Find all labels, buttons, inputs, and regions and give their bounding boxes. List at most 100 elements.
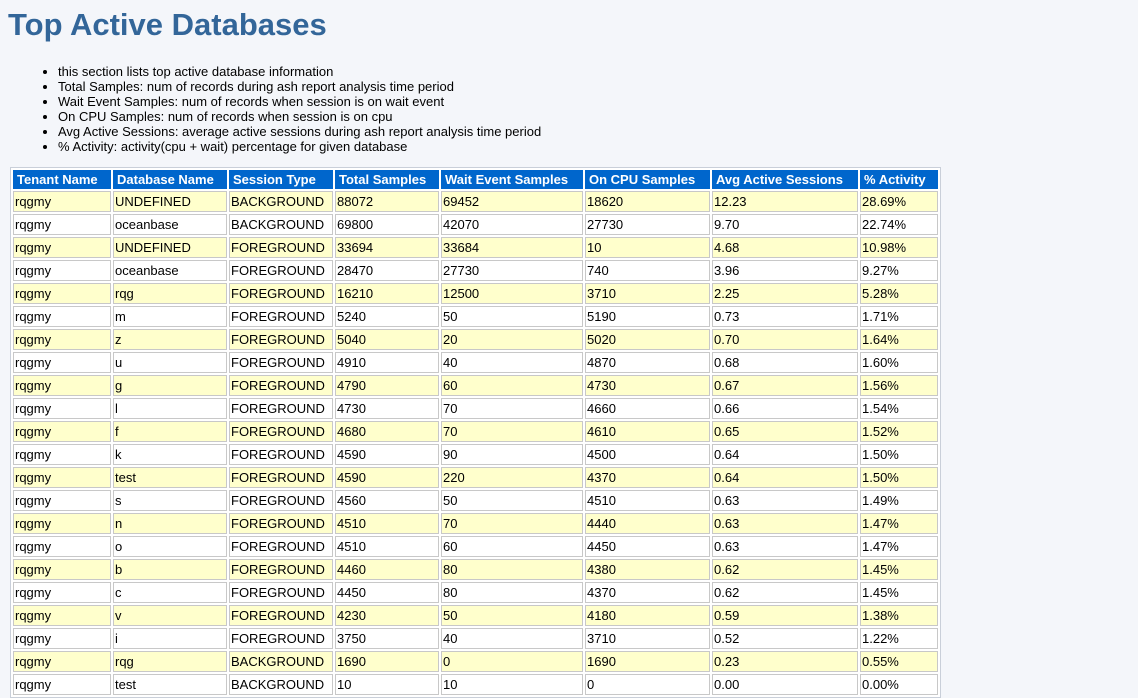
table-row: rqgmy oceanbase FOREGROUND 28470 27730 740 3.9…: [13, 260, 938, 281]
on-cpu-samples-cell: 10: [585, 237, 710, 258]
wait-event-samples-cell: 10: [441, 674, 583, 695]
avg-active-sessions-cell: 0.63: [712, 536, 858, 557]
session-type-cell: FOREGROUND: [229, 628, 333, 649]
wait-event-samples-cell: 42070: [441, 214, 583, 235]
database-name-cell: i: [113, 628, 227, 649]
table-row: rqgmy o FOREGROUND 4510 60 4450 0.63 1.47%: [13, 536, 938, 557]
database-name-cell: test: [113, 467, 227, 488]
table-row: rqgmy s FOREGROUND 4560 50 4510 0.63 1.49%: [13, 490, 938, 511]
avg-active-sessions-cell: 0.64: [712, 444, 858, 465]
tenant-name-cell: rqgmy: [13, 513, 111, 534]
on-cpu-samples-cell: 4870: [585, 352, 710, 373]
activity-percent-cell: 1.47%: [860, 513, 938, 534]
wait-event-samples-cell: 80: [441, 582, 583, 603]
wait-event-samples-cell: 60: [441, 375, 583, 396]
activity-percent-cell: 9.27%: [860, 260, 938, 281]
total-samples-cell: 4680: [335, 421, 439, 442]
total-samples-cell: 28470: [335, 260, 439, 281]
avg-active-sessions-cell: 3.96: [712, 260, 858, 281]
on-cpu-samples-cell: 4380: [585, 559, 710, 580]
column-header-on-cpu-samples: On CPU Samples: [585, 170, 710, 189]
session-type-cell: FOREGROUND: [229, 329, 333, 350]
column-header-avg-active-sessions: Avg Active Sessions: [712, 170, 858, 189]
tenant-name-cell: rqgmy: [13, 306, 111, 327]
table-row: rqgmy v FOREGROUND 4230 50 4180 0.59 1.38%: [13, 605, 938, 626]
on-cpu-samples-cell: 4440: [585, 513, 710, 534]
column-header-database-name: Database Name: [113, 170, 227, 189]
avg-active-sessions-cell: 0.62: [712, 559, 858, 580]
on-cpu-samples-cell: 5020: [585, 329, 710, 350]
table-row: rqgmy test FOREGROUND 4590 220 4370 0.64 1.50%: [13, 467, 938, 488]
table-body: rqgmy UNDEFINED BACKGROUND 88072 69452 18620 1…: [13, 191, 938, 695]
note-item: On CPU Samples: num of records when sess…: [58, 109, 1138, 124]
note-item: Total Samples: num of records during ash…: [58, 79, 1138, 94]
total-samples-cell: 16210: [335, 283, 439, 304]
database-name-cell: c: [113, 582, 227, 603]
database-name-cell: rqg: [113, 651, 227, 672]
table-row: rqgmy n FOREGROUND 4510 70 4440 0.63 1.47%: [13, 513, 938, 534]
tenant-name-cell: rqgmy: [13, 674, 111, 695]
tenant-name-cell: rqgmy: [13, 582, 111, 603]
note-item: % Activity: activity(cpu + wait) percent…: [58, 139, 1138, 154]
session-type-cell: FOREGROUND: [229, 605, 333, 626]
column-header-session-type: Session Type: [229, 170, 333, 189]
session-type-cell: FOREGROUND: [229, 283, 333, 304]
session-type-cell: FOREGROUND: [229, 467, 333, 488]
top-active-databases-table: Tenant Name Database Name Session Type T…: [11, 168, 940, 697]
tenant-name-cell: rqgmy: [13, 467, 111, 488]
activity-percent-cell: 1.60%: [860, 352, 938, 373]
session-type-cell: FOREGROUND: [229, 559, 333, 580]
top-active-databases-table-container: Tenant Name Database Name Session Type T…: [10, 167, 941, 698]
table-row: rqgmy rqg BACKGROUND 1690 0 1690 0.23 0.55%: [13, 651, 938, 672]
avg-active-sessions-cell: 0.63: [712, 513, 858, 534]
database-name-cell: oceanbase: [113, 214, 227, 235]
column-header-total-samples: Total Samples: [335, 170, 439, 189]
tenant-name-cell: rqgmy: [13, 628, 111, 649]
database-name-cell: u: [113, 352, 227, 373]
database-name-cell: test: [113, 674, 227, 695]
database-name-cell: rqg: [113, 283, 227, 304]
avg-active-sessions-cell: 0.52: [712, 628, 858, 649]
total-samples-cell: 4790: [335, 375, 439, 396]
activity-percent-cell: 22.74%: [860, 214, 938, 235]
activity-percent-cell: 1.50%: [860, 467, 938, 488]
note-item: this section lists top active database i…: [58, 64, 1138, 79]
table-row: rqgmy z FOREGROUND 5040 20 5020 0.70 1.64%: [13, 329, 938, 350]
tenant-name-cell: rqgmy: [13, 559, 111, 580]
table-row: rqgmy l FOREGROUND 4730 70 4660 0.66 1.54%: [13, 398, 938, 419]
avg-active-sessions-cell: 2.25: [712, 283, 858, 304]
wait-event-samples-cell: 12500: [441, 283, 583, 304]
tenant-name-cell: rqgmy: [13, 283, 111, 304]
tenant-name-cell: rqgmy: [13, 352, 111, 373]
database-name-cell: m: [113, 306, 227, 327]
total-samples-cell: 4910: [335, 352, 439, 373]
on-cpu-samples-cell: 4660: [585, 398, 710, 419]
column-header-activity-percent: % Activity: [860, 170, 938, 189]
session-type-cell: BACKGROUND: [229, 651, 333, 672]
table-header-row: Tenant Name Database Name Session Type T…: [13, 170, 938, 189]
on-cpu-samples-cell: 4500: [585, 444, 710, 465]
session-type-cell: FOREGROUND: [229, 444, 333, 465]
avg-active-sessions-cell: 12.23: [712, 191, 858, 212]
session-type-cell: FOREGROUND: [229, 306, 333, 327]
tenant-name-cell: rqgmy: [13, 421, 111, 442]
total-samples-cell: 4450: [335, 582, 439, 603]
database-name-cell: k: [113, 444, 227, 465]
total-samples-cell: 4590: [335, 444, 439, 465]
database-name-cell: l: [113, 398, 227, 419]
activity-percent-cell: 1.38%: [860, 605, 938, 626]
session-type-cell: FOREGROUND: [229, 260, 333, 281]
avg-active-sessions-cell: 0.62: [712, 582, 858, 603]
activity-percent-cell: 1.54%: [860, 398, 938, 419]
activity-percent-cell: 1.64%: [860, 329, 938, 350]
total-samples-cell: 3750: [335, 628, 439, 649]
on-cpu-samples-cell: 4610: [585, 421, 710, 442]
wait-event-samples-cell: 40: [441, 628, 583, 649]
tenant-name-cell: rqgmy: [13, 605, 111, 626]
column-header-wait-event-samples: Wait Event Samples: [441, 170, 583, 189]
wait-event-samples-cell: 69452: [441, 191, 583, 212]
table-row: rqgmy m FOREGROUND 5240 50 5190 0.73 1.71%: [13, 306, 938, 327]
database-name-cell: z: [113, 329, 227, 350]
avg-active-sessions-cell: 0.59: [712, 605, 858, 626]
